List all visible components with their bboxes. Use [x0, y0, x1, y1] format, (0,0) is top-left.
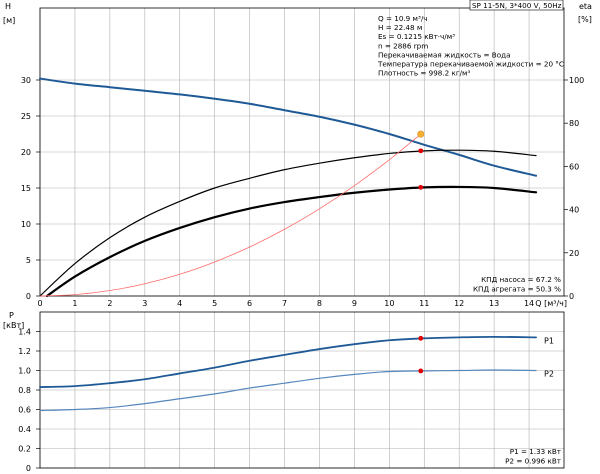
p-axis-unit: [кВт]	[3, 321, 24, 330]
info-line: n = 2886 rpm	[378, 41, 428, 50]
info-line: Es = 0.1215 кВт·ч/м³	[378, 32, 455, 41]
p-tick-label: 0.8	[18, 386, 31, 395]
h-axis-unit: [м]	[3, 16, 15, 25]
q-tick-label: 13	[489, 299, 499, 308]
q-tick-label: 7	[282, 299, 287, 308]
info-line: Q = 10.9 м³/ч	[378, 14, 428, 23]
h-tick-label: 20	[21, 148, 31, 157]
power-series-line-P2	[39, 369, 537, 412]
q-tick-label: 0	[37, 299, 42, 308]
q-tick-label: 3	[142, 299, 147, 308]
eta-unit-marker	[418, 184, 424, 190]
h-tick-label: 0	[26, 292, 31, 301]
info-line: Плотность = 998.2 кг/м³	[378, 69, 470, 78]
model-label: SP 11-5N, 3*400 V, 50Hz	[472, 1, 562, 10]
q-tick-label: 4	[177, 299, 182, 308]
p-tick-label: 1.0	[18, 367, 31, 376]
top-series-line-2	[45, 185, 538, 298]
eta-tick-label: 80	[569, 119, 579, 128]
eta-pump-marker	[418, 148, 424, 154]
eta-tick-label: 0	[569, 292, 574, 301]
q-tick-label: 14	[524, 299, 534, 308]
top-series-line-3	[39, 133, 422, 297]
q-tick-label: 9	[352, 299, 357, 308]
power-series-label-P2: P2	[544, 370, 554, 379]
power-value-line: P1 = 1.33 кВт	[510, 447, 561, 456]
q-axis-label: Q [м³/ч]	[535, 299, 567, 308]
info-line: Перекачиваемая жидкость = Вода	[378, 50, 511, 59]
q-tick-label: 1	[72, 299, 77, 308]
efficiency-line: КПД насоса = 67.2 %	[481, 275, 561, 284]
top-series-line-1	[39, 149, 537, 297]
h-tick-label: 15	[21, 184, 31, 193]
p-tick-label: 1.2	[18, 347, 31, 356]
top-series-line-0	[39, 77, 538, 177]
q-tick-label: 11	[419, 299, 429, 308]
eta-tick-label: 20	[569, 249, 579, 258]
h-tick-label: 30	[21, 76, 31, 85]
q-tick-label: 8	[317, 299, 322, 308]
model-label-box	[469, 0, 564, 11]
q-tick-label: 10	[384, 299, 394, 308]
h-tick-label: 5	[26, 256, 31, 265]
p-tick-label: 0.6	[18, 406, 31, 415]
operating-point-marker	[417, 130, 425, 138]
h-axis-letter: H	[5, 2, 11, 11]
eta-axis-letter: eta	[579, 2, 592, 11]
q-tick-label: 12	[454, 299, 464, 308]
p-tick-label: 0.2	[18, 445, 31, 454]
info-line: Температура перекачиваемой жидкости = 20…	[377, 60, 564, 69]
q-tick-label: 5	[212, 299, 217, 308]
p-tick-label: 1.4	[18, 328, 31, 337]
power-series-label-P1: P1	[544, 336, 554, 345]
p-tick-label: 0.4	[18, 425, 31, 434]
power-value-line: P2 = 0.996 кВт	[505, 456, 561, 465]
eta-axis-unit: [%]	[578, 15, 592, 24]
h-tick-label: 10	[21, 220, 31, 229]
q-tick-label: 6	[247, 299, 252, 308]
eta-tick-label: 40	[569, 206, 579, 215]
p-tick-label: 0	[26, 464, 31, 473]
eta-tick-label: 60	[569, 162, 579, 171]
power-series-line-P1	[39, 335, 537, 388]
efficiency-line: КПД агрегата = 50.3 %	[473, 284, 561, 293]
info-line: H = 22.48 м	[378, 23, 422, 32]
h-tick-label: 25	[21, 112, 31, 121]
eta-tick-label: 100	[569, 76, 584, 85]
power-marker	[418, 335, 424, 341]
q-tick-label: 2	[107, 299, 112, 308]
power-marker	[418, 368, 424, 374]
p-axis-letter: P	[9, 311, 14, 320]
